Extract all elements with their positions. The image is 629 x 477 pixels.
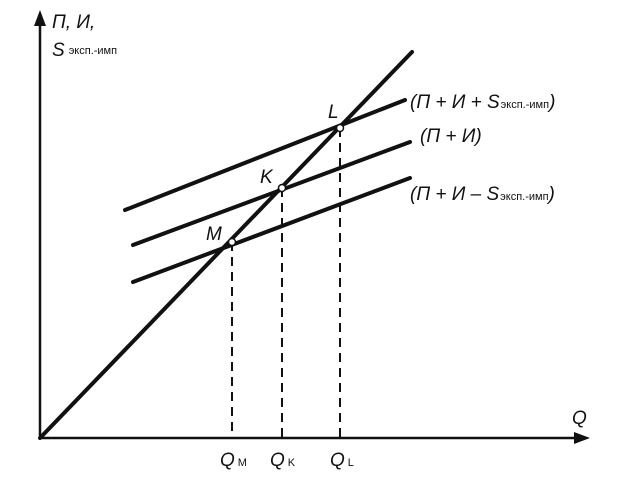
y-arrow <box>34 10 46 26</box>
middle-line <box>131 140 412 247</box>
q-main: Q <box>270 450 285 471</box>
q-main: Q <box>220 450 235 471</box>
point-label: L <box>328 102 339 123</box>
y-label-sub: эксп.-имп <box>69 45 117 57</box>
point <box>335 123 345 133</box>
q-sub: K <box>288 457 296 469</box>
q-main: Q <box>330 450 345 471</box>
line-label: (П + И + Sэксп.-имп) <box>410 92 555 113</box>
line-label-end: ) <box>547 184 555 205</box>
point <box>277 183 287 193</box>
point-label: M <box>206 224 222 245</box>
line-label-sub: эксп.-имп <box>501 99 549 111</box>
x-label: Q <box>572 408 587 429</box>
x-arrow <box>574 432 590 444</box>
line-label-sub: эксп.-имп <box>500 191 548 203</box>
y-label: П, И, <box>52 12 95 33</box>
line-label-end: ) <box>547 92 555 113</box>
q-sub: M <box>238 457 247 469</box>
q-sub: L <box>348 457 354 469</box>
lower-line <box>131 176 412 284</box>
point <box>227 237 237 247</box>
line-label: (П + И) <box>420 126 482 147</box>
point-label: K <box>260 167 274 188</box>
line-label-main: (П + И + S <box>410 92 500 113</box>
upper-line <box>123 98 407 212</box>
line-label: (П + И – Sэксп.-имп) <box>410 184 555 205</box>
line-label-main: (П + И – S <box>410 184 499 205</box>
y-label-s: S <box>52 40 65 61</box>
